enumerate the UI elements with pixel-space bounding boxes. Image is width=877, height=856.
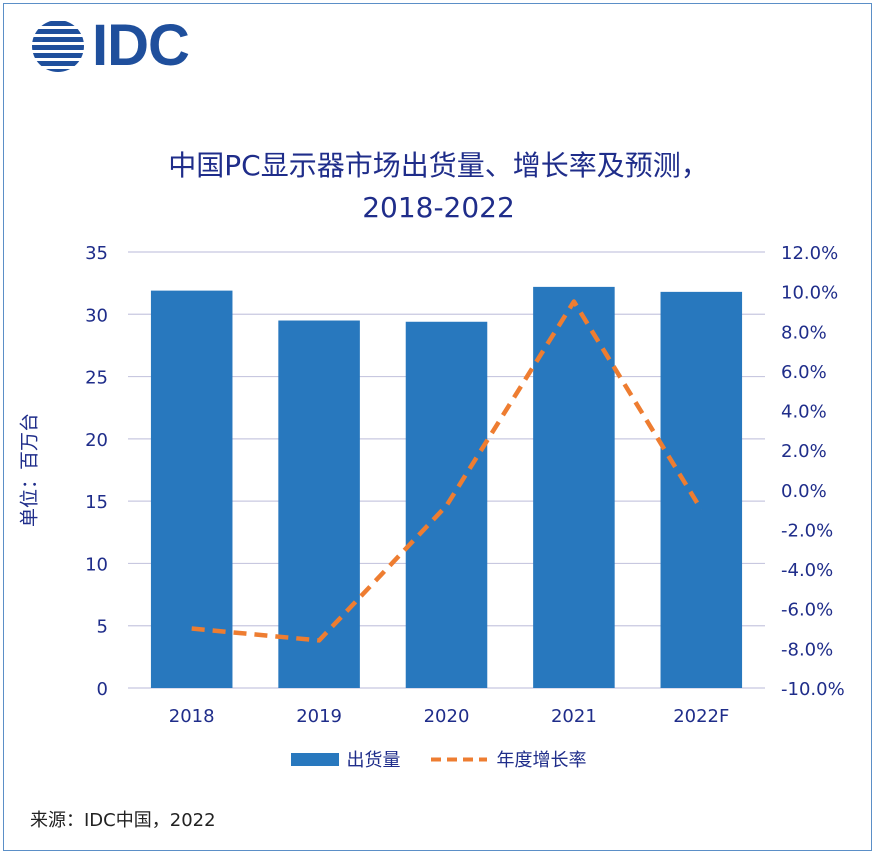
- globe-icon: [32, 21, 84, 72]
- x-tick-label: 2022F: [673, 706, 729, 727]
- y2-tick-label: 8.0%: [781, 322, 827, 343]
- y2-tick-label: -2.0%: [781, 520, 833, 541]
- y2-tick-label: -8.0%: [781, 639, 833, 660]
- y2-tick-label: -10.0%: [781, 679, 845, 700]
- bar: [405, 321, 488, 688]
- legend: 出货量 年度增长率: [0, 746, 877, 772]
- chart-title-line-1: 中国PC显示器市场出货量、增长率及预测，: [168, 149, 709, 182]
- x-tick-label: 2020: [424, 706, 470, 727]
- legend-item-shipments: 出货量: [290, 746, 401, 772]
- x-tick-label: 2018: [169, 706, 215, 727]
- y2-tick-label: -4.0%: [781, 560, 833, 581]
- bar: [278, 320, 360, 688]
- bar: [533, 286, 615, 688]
- bar: [660, 291, 743, 688]
- y2-tick-label: 0.0%: [781, 481, 827, 502]
- y-tick-label: 10: [85, 554, 108, 575]
- y-tick-label: 20: [85, 430, 108, 451]
- logo-text: IDC: [92, 13, 190, 78]
- source-note: 来源：IDC中国，2022: [30, 810, 216, 831]
- legend-label-shipments: 出货量: [346, 750, 401, 771]
- legend-label-growth: 年度增长率: [496, 750, 587, 771]
- y-tick-label: 35: [85, 243, 108, 264]
- y-tick-label: 5: [97, 617, 108, 638]
- legend-swatch-bar: [290, 752, 339, 766]
- y2-tick-label: 6.0%: [781, 362, 827, 383]
- y2-tick-label: 12.0%: [781, 243, 838, 264]
- idc-logo: IDC: [30, 13, 190, 78]
- legend-swatch-dashed-line: [430, 757, 487, 761]
- y2-tick-label: 4.0%: [781, 402, 827, 423]
- y2-tick-label: 2.0%: [781, 441, 827, 462]
- x-tick-label: 2019: [296, 706, 342, 727]
- x-tick-label: 2021: [551, 706, 597, 727]
- y-tick-label: 15: [85, 492, 108, 513]
- y-tick-label: 25: [85, 368, 108, 389]
- y-tick-label: 0: [97, 679, 108, 700]
- growth-line: [191, 299, 704, 643]
- bar: [150, 290, 233, 688]
- chart-title-line-2: 2018-2022: [362, 191, 515, 224]
- y2-tick-label: -6.0%: [781, 600, 833, 621]
- y-tick-label: 30: [85, 305, 108, 326]
- y2-tick-label: 10.0%: [781, 283, 838, 304]
- legend-item-growth: 年度增长率: [429, 746, 587, 772]
